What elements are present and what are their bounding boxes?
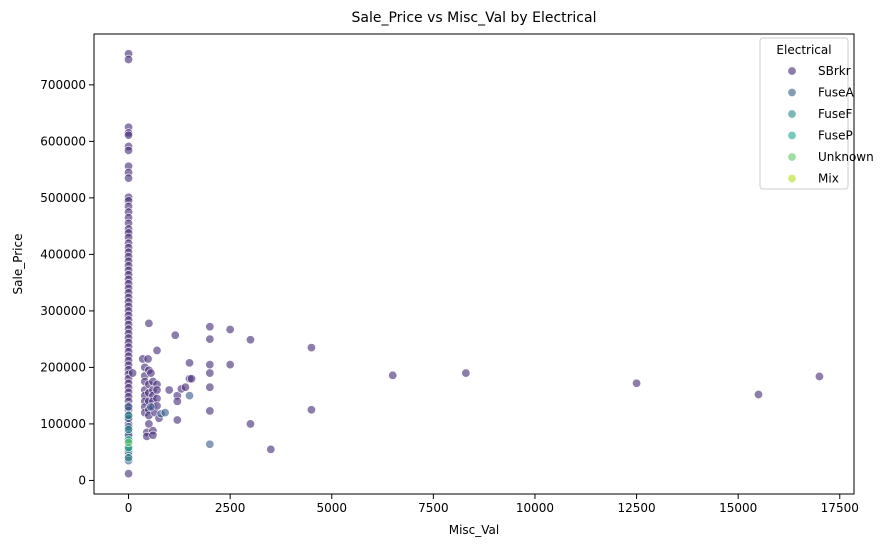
data-point [160,408,170,418]
y-tick-label: 700000 [40,78,86,92]
data-point [185,358,195,368]
data-point [306,405,316,415]
data-point [306,343,316,353]
x-tick-label: 12500 [617,501,655,515]
data-point [124,173,134,183]
data-point [180,382,190,392]
x-tick-label: 5000 [316,501,347,515]
data-point [205,368,215,378]
data-point [146,402,156,412]
data-point [814,371,824,381]
y-tick-label: 100000 [40,417,86,431]
x-tick-label: 2500 [215,501,246,515]
data-point [146,368,156,378]
data-point [148,430,158,440]
y-tick-label: 0 [78,473,86,487]
data-point [124,453,134,463]
legend-marker [787,131,797,141]
data-point [152,345,162,355]
x-axis: 0 2500 5000 7500 10000 12500 15000 17500 [125,494,859,515]
legend-label: FuseP [818,129,853,143]
x-tick-label: 15000 [719,501,757,515]
data-point [461,368,471,378]
data-point [124,54,134,64]
x-tick-label: 17500 [821,501,859,515]
data-point [152,385,162,395]
data-point [172,396,182,406]
chart-title: Sale_Price vs Misc_Val by Electrical [352,10,597,26]
data-point [753,390,763,400]
data-point [205,334,215,344]
legend-marker [787,174,797,184]
data-point [225,325,235,335]
y-tick-label: 600000 [40,134,86,148]
data-point [245,335,255,345]
legend-marker [787,109,797,119]
legend-marker [787,88,797,98]
legend-label: FuseA [818,86,854,100]
plot-frame [93,33,855,495]
y-tick-label: 500000 [40,191,86,205]
data-point [124,410,134,420]
data-point [632,378,642,388]
legend: Electrical SBrkr FuseA FuseF FuseP Unknown Mi… [759,37,874,190]
data-point [205,439,215,449]
legend-label: FuseF [818,107,852,121]
data-point [124,425,134,435]
data-point [245,419,255,429]
x-tick-label: 10000 [516,501,554,515]
legend-label: Unknown [818,150,874,164]
y-axis-label: Sale_Price [11,234,25,295]
legend-marker [787,66,797,76]
x-tick-label: 7500 [418,501,449,515]
legend-title: Electrical [776,43,831,57]
data-point [170,330,180,340]
y-tick-label: 400000 [40,247,86,261]
data-point [124,130,134,140]
x-tick-label: 0 [125,501,133,515]
y-axis: 0 100000 200000 300000 400000 500000 600000 700… [40,78,94,487]
data-point [205,360,215,370]
data-point [205,382,215,392]
legend-label: Mix [818,172,839,186]
data-point [266,444,276,454]
data-point [124,438,134,448]
legend-marker [787,152,797,162]
data-point [225,360,235,370]
data-point [205,322,215,332]
legend-items: SBrkr FuseA FuseF FuseP Unknown Mix [787,64,874,186]
data-point [388,370,398,380]
data-point [128,368,138,378]
data-point [124,469,134,479]
data-point [124,145,134,155]
y-tick-label: 200000 [40,360,86,374]
data-point [205,406,215,416]
points-layer [124,49,824,479]
data-point [144,419,154,429]
legend-label: SBrkr [818,64,851,78]
data-point [187,374,197,384]
data-point [172,415,182,425]
data-point [144,318,154,328]
data-point [185,391,195,401]
data-point [143,354,153,364]
data-point [124,402,134,412]
x-axis-label: Misc_Val [449,523,500,537]
y-tick-label: 300000 [40,304,86,318]
legend-box [759,37,849,190]
data-point [164,385,174,395]
